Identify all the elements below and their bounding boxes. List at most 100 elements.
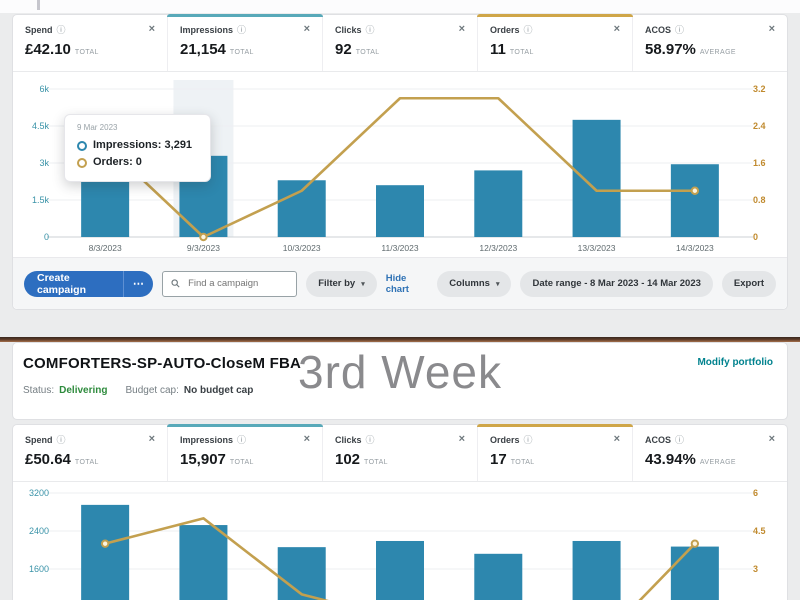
metric-label: Impressions [180,434,234,445]
hide-chart-link[interactable]: Hide chart [385,272,409,295]
impressions-bar[interactable] [474,553,523,600]
left-axis-tick: 0 [44,232,49,242]
close-icon[interactable]: × [613,23,620,35]
metric-card-spend[interactable]: Spend ⓘ × £50.64 TOTAL [13,425,168,481]
metric-label: Impressions [180,24,234,35]
metrics-row-overview: Spend ⓘ × £42.10 TOTAL Impressions ⓘ × 21,154 TOT… [13,14,787,72]
impressions-bar[interactable] [670,164,719,237]
info-icon: ⓘ [675,25,685,35]
x-axis-label: 10/3/2023 [283,243,321,253]
tooltip-date: 9 Mar 2023 [77,123,118,132]
campaign-search-box[interactable] [161,270,298,297]
left-axis-tick: 2400 [29,526,49,536]
modify-portfolio-link[interactable]: Modify portfolio [697,357,773,368]
metric-unit: TOTAL [229,49,254,56]
cropped-top-strip [0,0,800,13]
tooltip-impressions-value: Impressions: 3,291 [93,139,193,151]
create-campaign-more-button[interactable]: ⋯ [122,270,153,297]
metric-card-acos[interactable]: ACOS ⓘ × 43.94% AVERAGE [633,425,787,481]
close-icon[interactable]: × [613,433,620,445]
x-axis-label: 9/3/2023 [187,243,220,253]
columns-button[interactable]: Columns ▾ [437,270,512,297]
close-icon[interactable]: × [303,23,310,35]
close-icon[interactable]: × [303,433,310,445]
impressions-bar[interactable] [572,540,621,600]
metric-unit: TOTAL [355,49,380,56]
metric-unit: TOTAL [74,49,99,56]
metric-card-clicks[interactable]: Clicks ⓘ × 102 TOTAL [323,425,478,481]
metric-card-clicks[interactable]: Clicks ⓘ × 92 TOTAL [323,15,478,71]
impressions-bar[interactable] [277,547,326,600]
right-axis-tick: 4.5 [753,526,766,536]
info-icon: ⓘ [56,25,66,35]
info-icon: ⓘ [365,25,375,35]
date-range-button[interactable]: Date range - 8 Mar 2023 - 14 Mar 2023 [520,270,713,297]
metric-card-orders[interactable]: Orders ⓘ × 11 TOTAL [477,14,633,71]
selected-metric-accent [477,424,633,427]
metric-value: £50.64 [25,451,71,468]
right-axis-tick: 6 [753,488,758,498]
status-label: Status: [23,385,55,396]
x-axis-label: 14/3/2023 [676,243,714,253]
impressions-bar[interactable] [376,540,424,600]
metric-value: 17 [490,451,507,468]
chevron-down-icon: ▾ [495,280,500,288]
section-divider-bar [0,337,800,342]
metric-value: 92 [335,41,352,58]
close-icon[interactable]: × [458,433,465,445]
info-icon: ⓘ [523,25,533,35]
campaigns-toolbar: Create campaign ⋯ Filter by ▾ Hide chart… [13,257,787,309]
metric-value: 21,154 [180,41,226,58]
metric-value: 102 [335,451,361,468]
metric-label: Spend [25,24,53,35]
close-icon[interactable]: × [768,23,775,35]
metric-label: Clicks [335,434,362,445]
budget-cap-value: No budget cap [183,385,254,396]
impressions-bar[interactable] [572,119,621,237]
close-icon[interactable]: × [768,433,775,445]
info-icon: ⓘ [237,435,247,445]
export-button[interactable]: Export [721,270,776,297]
selected-metric-accent [477,14,633,17]
impressions-bar[interactable] [179,525,228,600]
campaign-status-row: Status: Delivering Budget cap: No budget… [23,385,253,396]
create-campaign-button[interactable]: Create campaign ⋯ [24,270,153,297]
orders-point-marker[interactable] [199,232,208,242]
right-axis-tick: 2.4 [753,121,766,131]
impressions-bar[interactable] [277,180,326,237]
export-label: Export [733,278,764,289]
close-icon[interactable]: × [458,23,465,35]
close-icon[interactable]: × [148,433,155,445]
campaign-detail-panel: Spend ⓘ × £50.64 TOTAL Impressions ⓘ × 15,907 TOT… [12,424,788,600]
metric-card-spend[interactable]: Spend ⓘ × £42.10 TOTAL [13,15,168,71]
orders-point-marker[interactable] [690,539,700,548]
x-axis-label: 8/3/2023 [89,243,122,253]
right-axis-tick: 1.6 [753,158,766,168]
orders-point-marker[interactable] [690,186,700,195]
impressions-bar[interactable] [670,546,719,600]
close-icon[interactable]: × [148,23,155,35]
filter-by-button[interactable]: Filter by ▾ [306,270,377,297]
metric-card-impressions[interactable]: Impressions ⓘ × 15,907 TOTAL [167,424,323,481]
info-icon: ⓘ [523,435,533,445]
metric-label: Orders [490,24,520,35]
overview-chart[interactable]: 6k 4.5k 3k 1.5k 0 3.2 2.4 1.6 0.8 0 8/3/2023 9/3/20… [13,72,787,261]
status-badge: Delivering [59,385,108,396]
campaign-chart[interactable]: 3200 2400 1600 6 4.5 3 [13,482,787,600]
impressions-bar[interactable] [474,170,523,237]
metric-value: 43.94% [645,451,696,468]
info-icon: ⓘ [675,435,685,445]
campaign-search-input[interactable] [186,277,289,290]
metric-value: 11 [490,41,506,58]
campaign-title: COMFORTERS-SP-AUTO-CloseM FBA [23,355,302,372]
info-icon: ⓘ [237,25,247,35]
info-icon: ⓘ [365,435,375,445]
metric-card-acos[interactable]: ACOS ⓘ × 58.97% AVERAGE [633,15,787,71]
impressions-bar[interactable] [376,185,424,237]
impressions-bar[interactable] [81,504,130,600]
orders-point-marker[interactable] [100,539,110,548]
metric-card-orders[interactable]: Orders ⓘ × 17 TOTAL [477,424,633,481]
metric-card-impressions[interactable]: Impressions ⓘ × 21,154 TOTAL [167,14,323,71]
metrics-row-campaign: Spend ⓘ × £50.64 TOTAL Impressions ⓘ × 15,907 TOT… [13,424,787,482]
